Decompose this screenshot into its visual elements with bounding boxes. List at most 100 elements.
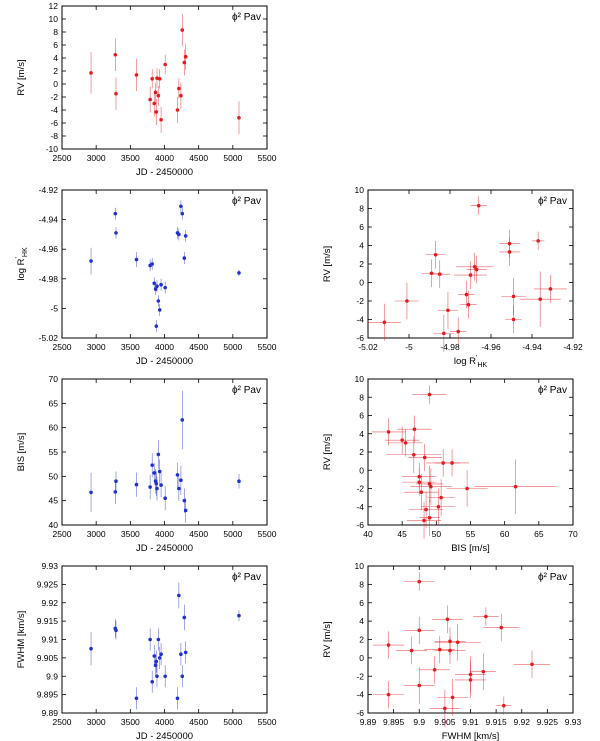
data-point	[421, 488, 456, 525]
x-tick-label: 9.915	[485, 717, 507, 727]
data-point	[437, 679, 468, 716]
y-tick-label: 70	[49, 374, 59, 384]
data-point	[466, 255, 487, 284]
point-marker	[150, 77, 154, 81]
x-tick-label: 4500	[189, 342, 208, 352]
x-tick-label: 4000	[155, 529, 174, 539]
point-marker	[177, 232, 181, 237]
y-tick-label: -8	[50, 131, 58, 141]
data-point	[425, 240, 446, 269]
data-point	[134, 58, 139, 92]
point-marker	[411, 452, 416, 457]
data-point	[177, 228, 181, 241]
y-tick-label: 4	[359, 241, 364, 251]
data-point	[150, 258, 154, 270]
data-point	[406, 502, 442, 539]
y-tick-label: 8	[359, 579, 364, 589]
data-point	[156, 439, 161, 470]
data-point	[154, 98, 159, 125]
point-marker	[153, 287, 158, 291]
data-point	[415, 465, 444, 503]
data-point	[237, 473, 241, 489]
data-point	[159, 643, 163, 666]
data-point	[470, 653, 497, 691]
data-point	[113, 619, 118, 638]
y-tick-label: -4	[356, 690, 364, 700]
point-marker	[466, 302, 471, 307]
data-point	[150, 69, 154, 89]
point-marker	[437, 272, 442, 276]
point-marker	[417, 579, 422, 584]
star-annotation: ϕ² Pav	[232, 12, 261, 23]
star-annotation: ϕ² Pav	[232, 572, 261, 583]
y-tick-label: 12	[49, 1, 59, 11]
star-annotation: ϕ² Pav	[538, 196, 567, 207]
y-tick-label: 60	[49, 423, 59, 433]
point-marker	[548, 287, 553, 291]
y-tick-label: 65	[49, 398, 59, 408]
data-point	[152, 645, 157, 668]
y-tick-label: -6	[356, 333, 364, 343]
point-marker	[150, 463, 154, 467]
point-marker	[429, 271, 434, 276]
data-point	[434, 623, 481, 661]
data-point	[89, 632, 93, 666]
x-tick-label: 4000	[155, 153, 174, 163]
data-point	[183, 43, 188, 70]
point-marker	[450, 695, 455, 700]
panel-bis-vs-jd: 2500 3000 3500 4000 4500 5000 5500 40 45 50 55 60 65…	[16, 374, 277, 554]
x-axis-label: log R'HK	[454, 355, 488, 369]
y-tick-label: 50	[49, 471, 59, 481]
point-marker	[183, 234, 188, 238]
point-marker	[134, 257, 139, 262]
point-marker	[113, 211, 118, 216]
x-tick-label: 4000	[155, 717, 174, 727]
data-point	[152, 463, 157, 483]
x-tick-label: 2500	[53, 529, 72, 539]
point-marker	[424, 507, 428, 512]
x-tick-label: 4500	[189, 529, 208, 539]
x-tick-label: 5500	[258, 342, 277, 352]
point-marker	[507, 250, 512, 254]
data-point	[134, 472, 139, 497]
point-marker	[382, 320, 387, 325]
data-point	[371, 418, 406, 446]
data-point	[473, 607, 499, 626]
point-marker	[422, 455, 427, 460]
data-point	[183, 641, 188, 664]
data-point	[433, 314, 455, 352]
x-tick-label: -5	[405, 342, 413, 352]
point-marker	[159, 117, 163, 122]
plot-frame	[367, 378, 574, 526]
y-tick-label: -4.98	[39, 274, 59, 284]
x-tick-label: -5.02	[358, 342, 378, 352]
x-tick-label: 4500	[189, 717, 208, 727]
point-marker	[175, 473, 180, 477]
y-axis-label: RV [m/s]	[322, 434, 333, 470]
data-point	[177, 582, 181, 609]
point-marker	[163, 62, 167, 67]
data-point	[175, 97, 180, 123]
x-tick-label: 5000	[223, 717, 242, 727]
y-tick-label: 6	[359, 411, 364, 421]
point-marker	[465, 486, 469, 491]
data-point	[163, 486, 167, 511]
y-tick-label: 9.89	[41, 708, 58, 718]
data-point	[368, 303, 401, 341]
point-marker	[180, 28, 185, 32]
point-marker	[156, 93, 161, 98]
data-point	[148, 474, 152, 500]
data-point	[113, 479, 118, 505]
x-tick-label: 3000	[87, 342, 106, 352]
point-marker	[237, 479, 241, 484]
point-marker	[89, 490, 93, 495]
data-point	[175, 687, 180, 710]
x-tick-label: 9.925	[537, 717, 559, 727]
point-marker	[154, 659, 159, 664]
data-point	[159, 472, 163, 498]
panel-rv-vs-fwhm: 9.89 9.895 9.9 9.905 9.91 9.915 9.92 9.925 9.93-…	[322, 561, 582, 741]
data-point	[534, 275, 567, 303]
data-point	[148, 628, 152, 651]
point-marker	[237, 271, 241, 275]
point-marker	[432, 668, 437, 672]
